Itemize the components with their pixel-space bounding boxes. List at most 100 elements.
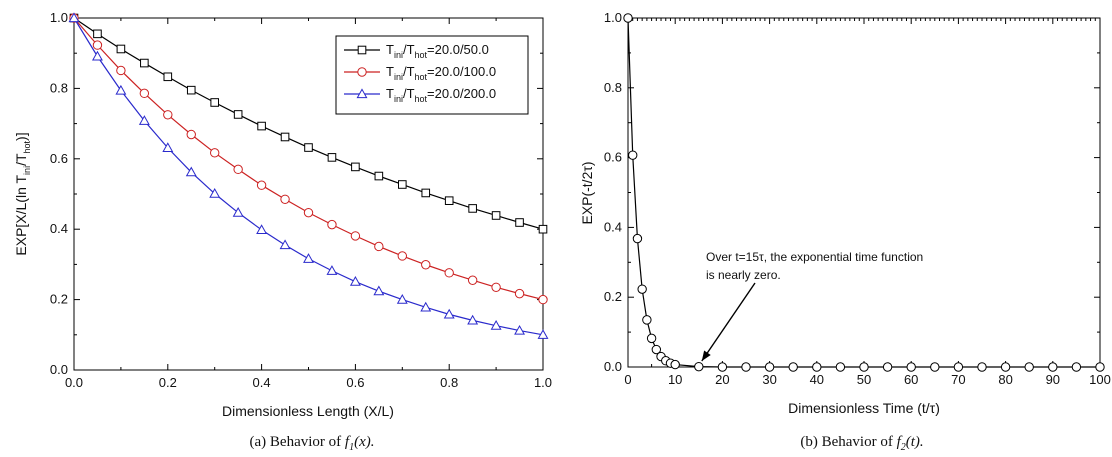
y-tick-label-b: 0.8 (604, 80, 622, 95)
legend-entry-a-1: Tini/Thot=20.0/50.0 (344, 42, 489, 60)
x-tick-label-a: 0.8 (440, 375, 458, 390)
data-point-b-1 (1000, 362, 1011, 372)
data-point-b-1 (1024, 362, 1034, 372)
data-point-a-3 (162, 142, 174, 152)
data-point-a-2 (444, 268, 454, 278)
data-point-a-3 (514, 324, 526, 335)
data-point-a-2 (186, 129, 196, 140)
data-point-b-1 (1095, 362, 1105, 372)
data-point-a-2 (210, 148, 220, 158)
series-group-b (623, 13, 1105, 372)
y-tick-label-a: 0.6 (50, 151, 68, 166)
data-point-b-1 (717, 362, 728, 372)
data-point-a-2 (116, 65, 126, 76)
x-tick-label-a: 0.6 (346, 375, 364, 390)
data-point-a-1 (163, 72, 173, 82)
x-tick-label-b: 90 (1046, 372, 1060, 387)
data-point-a-1 (116, 44, 126, 54)
x-tick-label-b: 60 (904, 372, 918, 387)
caption-b: (b) Behavior of f2(t). (800, 434, 923, 453)
data-point-a-1 (421, 188, 431, 198)
ticks-b: 0 10 20 30 40 50 60 70 80 90 100 0.0 0.2 0.4 0.6 0.8 1.0 (604, 10, 1111, 387)
data-point-b-1 (637, 284, 647, 294)
data-point-b-1 (632, 233, 643, 244)
x-axis-label-b: Dimensionless Time (t/τ) (788, 400, 940, 416)
data-point-a-3 (373, 285, 385, 296)
data-point-a-3 (303, 253, 314, 263)
data-point-b-1 (1048, 362, 1058, 372)
data-point-b-1 (651, 344, 662, 355)
data-point-a-1 (304, 143, 313, 152)
data-point-a-2 (397, 251, 407, 261)
data-point-a-3 (490, 320, 502, 330)
data-point-a-1 (468, 204, 477, 213)
data-point-a-1 (351, 162, 360, 172)
data-point-a-2 (538, 294, 548, 305)
x-tick-label-b: 100 (1089, 372, 1111, 387)
data-point-a-3 (232, 207, 244, 217)
data-point-a-2 (280, 194, 290, 204)
data-point-a-3 (279, 239, 291, 250)
data-point-b-1 (694, 361, 704, 372)
data-point-a-2 (92, 40, 103, 50)
caption-a: (a) Behavior of f1(x). (250, 434, 375, 453)
legend-label: Tini/Thot=20.0/200.0 (386, 86, 496, 104)
x-tick-label-a: 0.0 (65, 375, 83, 390)
data-point-b-1 (670, 359, 680, 370)
legend-marker (356, 88, 368, 99)
series-line-b-1 (627, 17, 1100, 368)
legend-label: Tini/Thot=20.0/50.0 (386, 42, 489, 60)
y-tick-label-b: 0.0 (604, 359, 622, 374)
data-point-a-3 (209, 188, 221, 198)
data-point-a-3 (115, 84, 127, 95)
data-point-a-2 (421, 260, 431, 270)
data-point-a-3 (138, 115, 150, 125)
legend-box-a (335, 35, 529, 115)
x-axis-label-a: Dimensionless Length (X/L) (222, 403, 394, 419)
data-point-a-3 (185, 166, 197, 177)
data-point-a-1 (398, 180, 407, 189)
data-point-a-3 (68, 12, 80, 23)
data-point-b-1 (882, 362, 893, 372)
x-tick-label-b: 80 (998, 372, 1012, 387)
chart-a: 0.0 0.2 0.4 0.6 0.8 1.0 0.0 0.2 0.4 0.6 0.8 1.0 Dim… (13, 10, 552, 453)
data-point-b-1 (812, 362, 822, 372)
data-point-a-1 (186, 85, 196, 95)
data-point-b-1 (642, 315, 652, 325)
data-point-a-3 (537, 329, 549, 339)
data-point-b-1 (977, 362, 987, 372)
data-point-a-1 (280, 132, 290, 142)
data-point-b-1 (623, 13, 633, 23)
data-point-a-2 (467, 275, 478, 285)
data-point-a-2 (303, 207, 314, 218)
x-tick-label-b: 30 (762, 372, 776, 387)
annotation-arrowhead (701, 350, 711, 361)
data-point-a-1 (140, 58, 149, 68)
data-point-a-1 (374, 171, 384, 181)
legend-label: Tini/Thot=20.0/100.0 (386, 64, 496, 82)
plot-frame-b (627, 17, 1101, 368)
data-point-b-1 (835, 362, 846, 372)
chart-b: 0 10 20 30 40 50 60 70 80 90 100 0.0 0.2 0.4 0.6 0.8 1.0… (579, 10, 1111, 453)
y-tick-label-a: 0.4 (50, 221, 68, 236)
x-tick-label-b: 70 (951, 372, 965, 387)
data-point-a-3 (91, 50, 103, 61)
legend-a: Tini/Thot=20.0/50.0 Tini/Thot=20.0/100.0 T… (335, 35, 529, 115)
y-tick-label-b: 0.6 (604, 150, 622, 165)
data-point-b-1 (859, 362, 869, 372)
x-tick-label-a: 1.0 (534, 375, 552, 390)
data-point-a-1 (210, 98, 219, 107)
data-point-a-1 (93, 29, 102, 39)
data-point-a-3 (420, 301, 432, 312)
series-a-2 (69, 13, 548, 305)
x-tick-label-a: 0.4 (253, 375, 271, 390)
legend-marker (357, 45, 367, 55)
series-b-1 (623, 13, 1105, 372)
data-point-a-2 (163, 110, 173, 120)
y-tick-label-b: 0.4 (604, 219, 622, 234)
legend-entry-a-2: Tini/Thot=20.0/100.0 (344, 64, 496, 82)
y-axis-label-b: EXP(-t/2τ) (579, 161, 595, 224)
data-point-a-3 (467, 314, 479, 325)
x-tick-label-b: 0 (624, 372, 631, 387)
series-group-a (68, 12, 549, 339)
